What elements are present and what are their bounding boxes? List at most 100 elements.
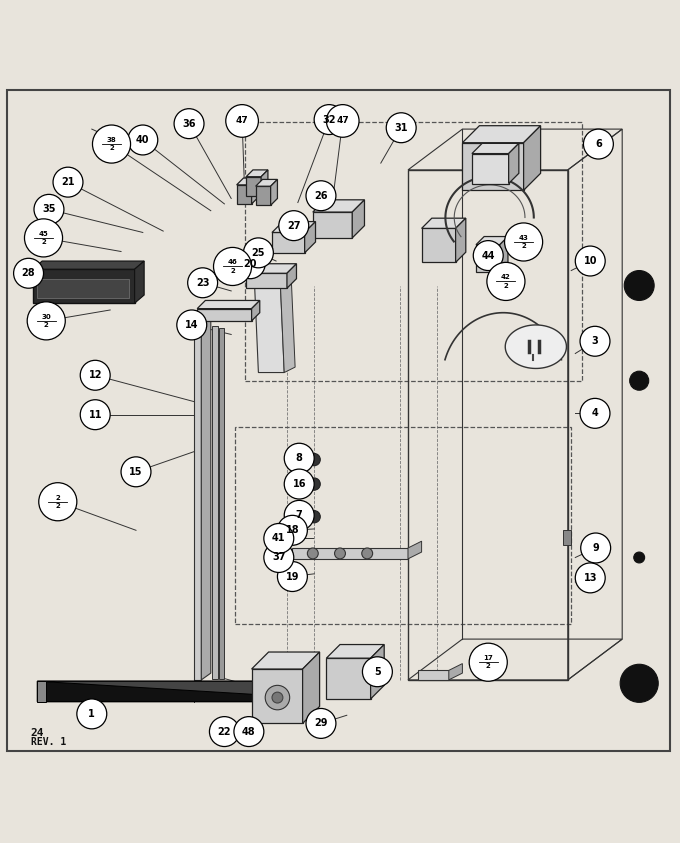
Polygon shape (254, 279, 284, 373)
Circle shape (277, 515, 307, 545)
Circle shape (634, 552, 645, 563)
Text: 7: 7 (296, 510, 303, 520)
Polygon shape (292, 548, 408, 559)
Polygon shape (246, 273, 287, 288)
Circle shape (14, 258, 44, 288)
Polygon shape (33, 269, 135, 303)
Text: 1: 1 (88, 709, 95, 719)
Text: 30: 30 (41, 314, 51, 319)
Circle shape (92, 125, 131, 163)
Polygon shape (272, 233, 305, 253)
Circle shape (188, 268, 218, 298)
Circle shape (308, 511, 320, 523)
Polygon shape (371, 645, 384, 699)
Circle shape (39, 483, 77, 521)
Bar (101, 284, 118, 297)
Circle shape (362, 548, 373, 559)
Polygon shape (313, 200, 364, 212)
Bar (245, 122, 582, 381)
Text: 2: 2 (522, 243, 526, 249)
Polygon shape (418, 670, 449, 680)
Text: 19: 19 (286, 572, 299, 582)
Text: 26: 26 (314, 191, 328, 201)
Polygon shape (472, 153, 509, 184)
Text: 2: 2 (56, 495, 60, 501)
Circle shape (34, 195, 64, 224)
Text: 44: 44 (481, 250, 495, 260)
Text: 24: 24 (31, 728, 44, 738)
Circle shape (264, 543, 294, 572)
Text: 47: 47 (337, 116, 349, 126)
Polygon shape (197, 309, 252, 321)
Text: 42: 42 (501, 274, 511, 281)
Circle shape (209, 717, 239, 747)
Circle shape (583, 129, 613, 159)
Bar (235, 427, 571, 624)
Circle shape (174, 109, 204, 138)
Polygon shape (326, 658, 371, 699)
Text: 2: 2 (231, 267, 235, 273)
Text: 32: 32 (322, 115, 336, 125)
Text: 5: 5 (374, 667, 381, 677)
Circle shape (177, 310, 207, 340)
Text: 18: 18 (286, 525, 299, 535)
Polygon shape (237, 185, 252, 204)
Polygon shape (33, 261, 144, 269)
Text: 2: 2 (41, 239, 46, 245)
Polygon shape (326, 645, 384, 658)
Bar (51, 284, 69, 297)
Polygon shape (252, 652, 320, 669)
Polygon shape (246, 170, 268, 177)
Circle shape (226, 105, 258, 137)
Polygon shape (456, 218, 466, 262)
Text: 14: 14 (185, 320, 199, 330)
Circle shape (53, 167, 83, 197)
Circle shape (277, 561, 307, 592)
Circle shape (214, 247, 252, 286)
Text: 36: 36 (182, 119, 196, 129)
Polygon shape (37, 681, 46, 701)
Polygon shape (201, 318, 211, 680)
Polygon shape (313, 212, 352, 238)
Polygon shape (287, 264, 296, 288)
Polygon shape (422, 218, 466, 228)
Circle shape (314, 105, 344, 135)
Polygon shape (476, 244, 500, 272)
Polygon shape (252, 300, 260, 321)
Polygon shape (212, 326, 218, 679)
Polygon shape (246, 177, 261, 196)
Circle shape (264, 524, 294, 553)
Text: 21: 21 (61, 177, 75, 187)
Text: 2: 2 (486, 663, 490, 669)
Circle shape (24, 219, 63, 257)
Text: 43: 43 (519, 235, 528, 241)
Circle shape (284, 469, 314, 499)
Circle shape (272, 692, 283, 703)
Text: 22: 22 (218, 727, 231, 737)
Circle shape (265, 685, 290, 710)
Text: 2: 2 (44, 322, 48, 328)
Circle shape (487, 262, 525, 300)
Text: 2: 2 (109, 145, 114, 151)
Circle shape (575, 246, 605, 276)
Text: 20: 20 (243, 259, 257, 269)
Text: 23: 23 (196, 278, 209, 287)
Polygon shape (449, 663, 462, 680)
Circle shape (80, 360, 110, 390)
Polygon shape (408, 541, 422, 559)
Polygon shape (462, 142, 524, 191)
Polygon shape (252, 178, 258, 204)
Circle shape (77, 699, 107, 729)
Polygon shape (237, 178, 258, 185)
Circle shape (243, 238, 273, 268)
Circle shape (326, 105, 359, 137)
Circle shape (308, 478, 320, 490)
Circle shape (80, 400, 110, 430)
Text: 28: 28 (22, 268, 35, 278)
Circle shape (630, 371, 649, 390)
Text: 48: 48 (242, 727, 256, 737)
Text: 9: 9 (592, 543, 599, 553)
Circle shape (473, 240, 503, 271)
Circle shape (581, 533, 611, 563)
Text: 38: 38 (107, 137, 116, 143)
